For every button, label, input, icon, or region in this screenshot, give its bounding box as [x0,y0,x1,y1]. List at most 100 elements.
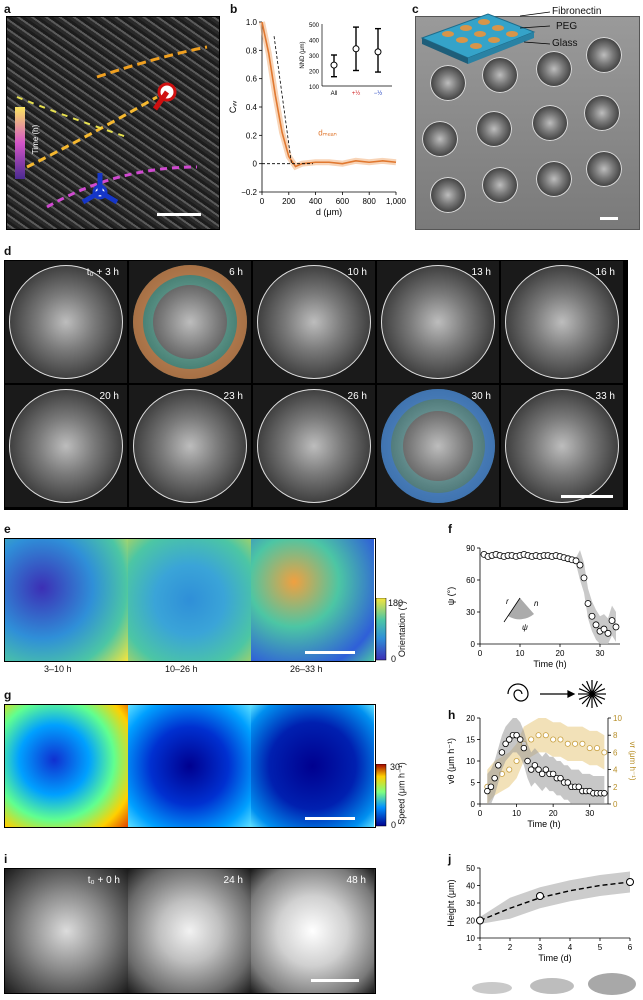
orientation-map [128,539,252,661]
aster-ray [591,693,598,708]
y-tick-label: 15 [466,736,475,745]
vtheta-point [495,762,502,769]
x-tick-label: 800 [363,197,377,206]
window-3: 26–33 h [290,664,323,674]
x-axis-label: Time (d) [538,953,571,963]
data-point [626,878,634,886]
vtheta-point [527,766,535,773]
vr-point [594,745,601,752]
y-tick-label: 10 [466,757,475,766]
schematic-leader-lines [520,11,551,45]
colony-disc [9,389,123,503]
x-tick-label: 0 [478,809,483,818]
y2-tick-label: 0 [613,800,618,809]
pattern-disc [430,177,466,213]
vtheta-point [538,770,546,778]
data-point [580,574,588,582]
aster-ray [591,693,603,705]
speed-label: Speed (μm h⁻¹) [396,762,407,825]
colony-disc [257,389,371,503]
pattern-disc [482,57,518,93]
scale-bar [305,817,355,820]
y-axis-label: Cᵥᵥ [228,101,238,113]
vtheta-point [535,766,542,773]
panel-label-d: d [4,244,12,258]
x-tick-label: 1 [478,943,483,952]
frame-time-label: 13 h [471,267,491,278]
orientation-label: Orientation (°) [397,600,407,658]
panel-label-g: g [4,688,12,702]
y-tick-label: 30 [466,899,475,908]
frame-time-label: 16 h [595,267,615,278]
vtheta-point [487,783,495,790]
chart-j: 1 2 3 4 5 6 10 20 30 40 50 Time (d) Height (μm) [446,864,634,963]
y-axis-label: ψ (°) [446,587,456,606]
x-axis-label: Time (h) [533,659,566,669]
colony-disc [381,265,495,379]
x-tick-label: 5 [598,943,603,952]
y-tick-label: 0.8 [246,46,258,55]
vtheta-point [506,736,513,743]
chart-f: 0 10 20 30 0 30 60 90 Time (h) ψ (°) r n ψ [446,544,620,669]
peg-label: PEG [556,21,578,32]
aster-ray [591,688,606,695]
inset-y-tick-label: 300 [309,54,320,60]
inset-y-label: NND (μm) [300,41,306,68]
pattern-disc [536,161,572,197]
colony-disc [505,389,619,503]
vr-point [557,736,564,743]
vtheta-band [487,718,605,804]
substrate-schematic [420,13,536,64]
panel-a-overlay [15,45,208,209]
scale-bar [157,213,201,216]
panel-label-j: j [448,852,452,866]
aster-ray [591,680,598,695]
aster-ray [578,688,593,695]
y-tick-label: 30 [466,608,475,617]
mound-renderings [472,973,636,995]
trend-line [479,881,631,922]
x-tick-label: 3 [538,943,543,952]
x-tick-label: 400 [309,197,323,206]
scale-bar [600,217,618,220]
speed-min: 0 [391,820,397,830]
y-axis-label: vθ (μm h⁻¹) [446,738,456,784]
vr-point [542,732,549,739]
timelapse-frame: 10 h [253,261,375,383]
inset-y-tick-label: 200 [309,70,320,76]
data-point [576,561,584,569]
inset-category-label: All [331,91,338,97]
vtheta-point [484,787,491,795]
speed-flow-map [251,705,374,827]
y2-tick-label: 8 [613,731,618,740]
spheroid-frame: 48 h [251,869,374,993]
scale-bar [561,495,613,498]
frame-time-label: 23 h [223,391,243,402]
y-tick-label: 0.2 [246,131,258,140]
y2-tick-label: 2 [613,783,618,792]
y2-tick-label: 10 [613,714,622,723]
colony-disc [381,389,495,503]
aster-ray [591,693,606,700]
colony-disc [257,265,371,379]
y-tick-label: 0 [471,800,476,809]
vtheta-point [549,770,557,778]
vtheta-point [513,732,520,739]
error-band [484,550,616,644]
aster-ray [586,680,593,695]
series-line [261,21,397,168]
vr-point [550,736,557,743]
frame-time-label: 26 h [347,391,367,402]
x-tick-label: 30 [596,649,605,658]
y-tick-label: 50 [466,864,475,873]
x-tick-label: 20 [556,649,565,658]
x-axis-label: Time (h) [527,819,560,829]
frame-time-label: 48 h [346,875,366,886]
frame-time-label: 10 h [347,267,367,278]
inset-y-tick-label: 400 [309,39,320,45]
vtheta-point [502,740,509,747]
vortex-to-aster-schematic [507,680,606,708]
frame-time-label: 24 h [223,875,243,886]
dmean-annotation: dₘₑₐₙ [318,128,337,137]
y-tick-label: 90 [466,544,475,553]
